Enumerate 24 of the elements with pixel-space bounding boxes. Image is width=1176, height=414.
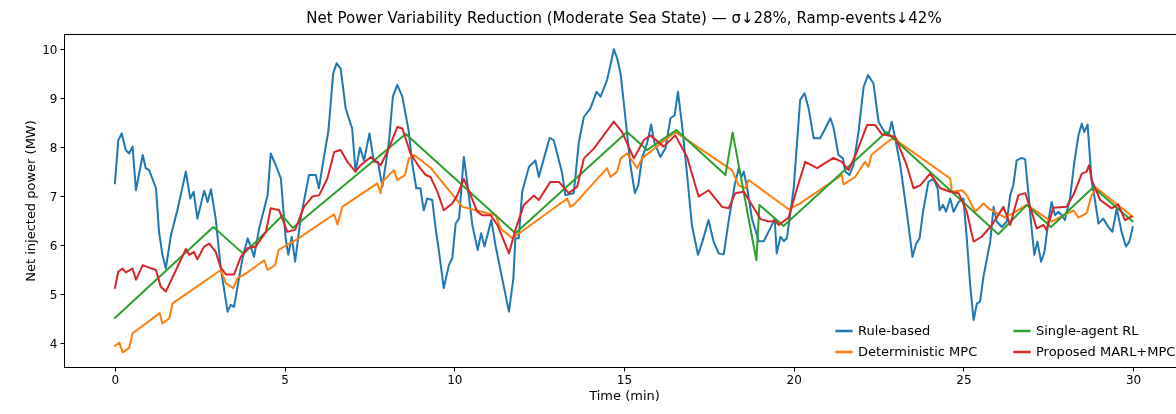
x-tick-label: 10: [447, 372, 463, 387]
y-axis-title: Net injected power (MW): [23, 120, 39, 282]
x-tick-label: 25: [956, 372, 972, 387]
line-series: [113, 48, 1134, 321]
legend-label: Single-agent RL: [1036, 323, 1140, 338]
x-tick-label: 15: [616, 372, 633, 387]
x-tick-label: 30: [1125, 372, 1142, 387]
line-series: [113, 128, 1134, 320]
line-series: [113, 120, 1133, 293]
y-tick-label: 9: [49, 91, 58, 106]
y-tick-label: 10: [42, 42, 58, 57]
x-tick-label: 5: [281, 372, 289, 387]
y-tick-label: 6: [49, 238, 58, 253]
x-tick-label: 0: [111, 372, 120, 387]
chart-title: Net Power Variability Reduction (Moderate Sea State) — σ↓28%, Ramp-events↓42%: [306, 9, 942, 27]
y-tick-label: 5: [49, 287, 58, 302]
y-tick-label: 8: [49, 140, 58, 155]
x-tick-label: 20: [786, 372, 802, 387]
legend-label: Proposed MARL+MPC: [1036, 344, 1176, 359]
legend-label: Deterministic MPC: [858, 344, 978, 359]
legend-label: Rule-based: [858, 323, 931, 338]
y-tick-label: 7: [49, 189, 58, 204]
x-axis-title: Time (min): [588, 387, 660, 403]
y-tick-label: 4: [49, 336, 58, 351]
